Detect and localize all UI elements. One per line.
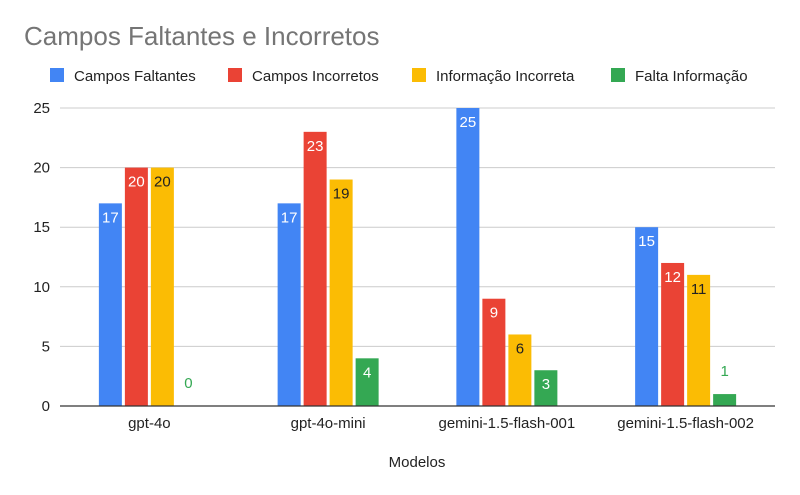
y-tick-label: 20 [33,160,50,177]
bar-value-label: 23 [307,138,324,155]
y-axis-ticks: 0 5 10 15 20 25 [33,100,50,415]
bar [303,131,327,406]
bar [355,358,379,406]
bar-value-label: 17 [102,209,119,226]
bar-value-label: 20 [154,174,171,191]
y-tick-label: 15 [33,219,50,236]
bar-value-label: 1 [720,363,728,380]
y-tick-label: 10 [33,279,50,296]
bar-value-label: 0 [184,375,192,392]
y-tick-label: 25 [33,100,50,117]
bar [456,108,480,406]
bar [482,298,506,406]
bar-value-label: 17 [281,209,298,226]
bar-value-label: 4 [363,364,371,381]
bar-value-label: 15 [638,233,655,250]
bar [534,370,558,406]
legend-label: Informação Incorreta [436,68,575,85]
bar-value-label: 20 [128,174,145,191]
legend-label: Campos Faltantes [74,68,196,85]
x-axis-label: Modelos [389,454,446,471]
legend-swatch [412,68,426,82]
bar [508,334,532,406]
bar [150,167,174,406]
bar [713,394,737,406]
y-tick-label: 0 [42,398,50,415]
legend-swatch [611,68,625,82]
x-axis-ticks: gpt-4o gpt-4o-mini gemini-1.5-flash-001 gem… [128,415,754,432]
legend-label: Falta Informação [635,68,748,85]
bar-value-label: 19 [333,186,350,203]
bar-value-label: 9 [490,305,498,322]
x-tick-label: gemini-1.5-flash-002 [617,415,754,432]
bar-value-label: 12 [664,269,681,286]
bar [661,262,685,406]
legend-swatch [50,68,64,82]
x-tick-label: gemini-1.5-flash-001 [439,415,576,432]
bar [277,203,301,406]
legend: Campos Faltantes Campos Incorretos Informa… [50,68,748,85]
chart-title: Campos Faltantes e Incorretos [24,21,380,51]
bar-value-label: 11 [691,281,707,298]
y-tick-label: 5 [42,338,50,355]
bar-value-label: 25 [460,114,477,131]
bar-value-label: 6 [516,340,524,357]
x-tick-label: gpt-4o-mini [291,415,366,432]
bar [329,179,353,406]
bar [124,167,148,406]
legend-label: Campos Incorretos [252,68,379,85]
bar-value-label: 3 [542,376,550,393]
bar [98,203,122,406]
legend-swatch [228,68,242,82]
bar [687,274,711,406]
x-tick-label: gpt-4o [128,415,171,432]
bar [635,227,659,406]
